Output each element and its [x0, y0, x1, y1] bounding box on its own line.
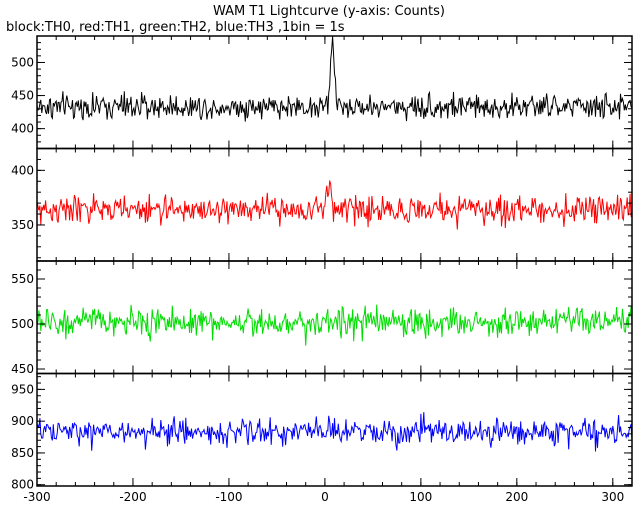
panel-th2: 450 500 550: [11, 260, 633, 376]
y-tick-label: 900: [11, 414, 34, 428]
x-tick-label: 200: [505, 490, 528, 504]
series-line-th2: [36, 304, 633, 346]
x-tick-label: -100: [215, 490, 242, 504]
panel-frame: [36, 35, 633, 150]
y-tick-label: 500: [11, 317, 34, 331]
panel-th1: 350 400: [11, 147, 633, 262]
chart-subtitle: block:TH0, red:TH1, green:TH2, blue:TH3 …: [6, 20, 345, 35]
y-tick-label: 500: [11, 55, 34, 69]
y-tick-label: 850: [11, 446, 34, 460]
x-tick-label: 0: [321, 490, 329, 504]
x-tick-label: 300: [601, 490, 624, 504]
y-tick-label: 400: [11, 163, 34, 177]
panel-th3: 800 850 900 950: [11, 372, 633, 492]
series-line-th3: [36, 412, 633, 452]
panel-group: 400 450 500 350 400 450 500 550 800 850 900 950: [11, 35, 633, 492]
x-tick-label: -300: [23, 490, 50, 504]
y-tick-label: 450: [11, 362, 34, 376]
series-line-th1: [36, 180, 633, 230]
y-tick-label: 350: [11, 218, 34, 232]
y-tick-label: 400: [11, 122, 34, 136]
y-tick-label: 950: [11, 382, 34, 396]
panel-frame: [36, 372, 633, 487]
y-tick-label: 800: [11, 478, 34, 492]
x-tick-label: 100: [409, 490, 432, 504]
y-tick-label: 450: [11, 89, 34, 103]
x-tick-label: -200: [119, 490, 146, 504]
x-axis: -300 -200 -100 0 100 200 300: [23, 490, 624, 504]
series-line-th0: [36, 36, 633, 122]
chart-title: WAM T1 Lightcurve (y-axis: Counts): [213, 4, 445, 19]
panel-th0: 400 450 500: [11, 35, 633, 150]
y-tick-label: 550: [11, 272, 34, 286]
